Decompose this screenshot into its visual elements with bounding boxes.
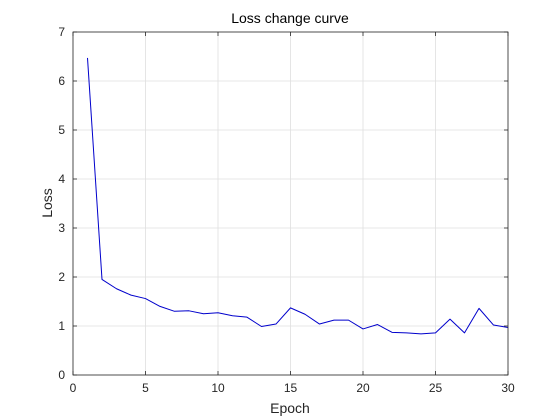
x-tick-label: 0 <box>70 381 77 395</box>
data-point <box>87 57 88 58</box>
data-point <box>362 328 363 329</box>
x-tick-label: 15 <box>284 381 298 395</box>
data-point <box>391 332 392 333</box>
x-tick-label: 30 <box>501 381 515 395</box>
data-point <box>203 313 204 314</box>
x-tick-label: 20 <box>356 381 370 395</box>
data-point <box>348 320 349 321</box>
data-point <box>174 311 175 312</box>
series-group <box>87 57 509 335</box>
data-point <box>188 310 189 311</box>
data-point <box>217 312 218 313</box>
data-point <box>478 308 479 309</box>
x-tick-label: 10 <box>211 381 225 395</box>
y-tick-label: 0 <box>58 368 65 382</box>
data-point <box>145 298 146 299</box>
data-point <box>130 295 131 296</box>
ticks: 0 5 10 15 20 25 30 0 1 2 3 4 5 6 7 <box>58 25 515 395</box>
data-point <box>333 320 334 321</box>
y-tick-label: 7 <box>58 25 65 39</box>
y-tick-label: 3 <box>58 221 65 235</box>
data-point <box>246 317 247 318</box>
data-point <box>464 332 465 333</box>
x-axis-label: Epoch <box>270 400 310 416</box>
data-point <box>435 332 436 333</box>
y-axis-label: Loss <box>39 188 55 218</box>
y-tick-label: 6 <box>58 74 65 88</box>
y-tick-label: 5 <box>58 123 65 137</box>
data-point <box>159 306 160 307</box>
y-tick-label: 2 <box>58 270 65 284</box>
data-point <box>101 279 102 280</box>
x-tick-label: 5 <box>142 381 149 395</box>
loss-line <box>87 57 509 335</box>
data-point <box>420 333 421 334</box>
data-point <box>304 314 305 315</box>
y-tick-label: 1 <box>58 319 65 333</box>
chart-title: Loss change curve <box>231 10 349 26</box>
data-point <box>116 288 117 289</box>
data-point <box>290 307 291 308</box>
data-point <box>275 323 276 324</box>
y-tick-label: 4 <box>58 172 65 186</box>
data-point <box>449 319 450 320</box>
data-point <box>493 324 494 325</box>
data-point <box>377 324 378 325</box>
data-point <box>261 326 262 327</box>
x-tick-label: 25 <box>429 381 443 395</box>
data-point <box>319 323 320 324</box>
data-point <box>232 315 233 316</box>
data-point <box>406 332 407 333</box>
